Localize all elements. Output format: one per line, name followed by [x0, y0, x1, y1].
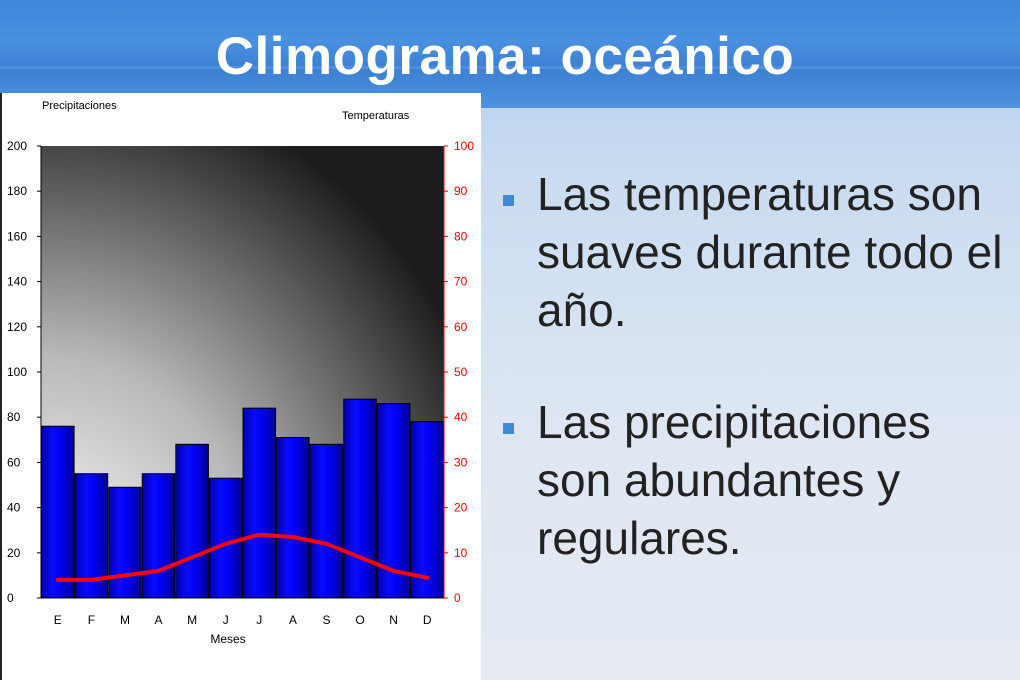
month-label: O	[355, 613, 364, 627]
right-tick-label: 90	[454, 184, 468, 198]
right-tick-label: 40	[454, 410, 468, 424]
bullet-text: Las precipitaciones son abundantes y reg…	[537, 396, 931, 564]
precipitation-bar	[208, 477, 243, 599]
temperature-line	[55, 532, 430, 582]
month-label: F	[88, 613, 95, 627]
left-tick-label: 120	[7, 320, 27, 334]
bullet-precipitation: Las precipitaciones son abundantes y reg…	[500, 393, 1010, 567]
bullet-temperatures: Las temperaturas son suaves durante todo…	[500, 165, 1010, 339]
slide-title: Climograma: oceánico	[215, 27, 795, 86]
left-tick-label: 20	[7, 546, 21, 560]
month-label: J	[223, 613, 229, 627]
right-tick-label: 100	[454, 139, 474, 153]
left-tick-label: 40	[7, 501, 21, 515]
right-tick-label: 60	[454, 320, 468, 334]
month-label: N	[389, 613, 398, 627]
precipitation-bar	[410, 421, 444, 599]
precipitation-bar	[309, 443, 344, 599]
month-label: M	[187, 613, 197, 627]
left-tick-label: 160	[7, 229, 27, 243]
right-tick-label: 50	[454, 365, 468, 379]
left-tick-label: 200	[7, 139, 27, 153]
right-tick-label: 0	[454, 591, 461, 605]
left-tick-label: 180	[7, 184, 27, 198]
month-label: D	[423, 613, 432, 627]
month-label: E	[54, 613, 62, 627]
right-tick-label: 20	[454, 501, 468, 515]
right-axis-title: Temperaturas	[342, 110, 410, 122]
bullet-marker-icon	[503, 195, 514, 206]
left-tick-label: 100	[7, 365, 27, 379]
left-axis-title: Precipitaciones	[42, 100, 117, 112]
left-tick-label: 140	[7, 275, 27, 289]
precipitation-bar	[41, 425, 75, 599]
precipitation-bar	[276, 437, 310, 599]
left-tick-label: 0	[7, 591, 14, 605]
month-label: J	[256, 613, 262, 627]
precipitation-bar	[242, 407, 277, 599]
bullet-marker-icon	[503, 423, 514, 434]
left-tick-label: 80	[7, 410, 21, 424]
precipitation-bar	[175, 443, 209, 599]
precipitation-bar	[108, 486, 142, 599]
right-tick-label: 10	[454, 546, 468, 560]
bullet-text: Las temperaturas son suaves durante todo…	[537, 168, 1003, 336]
right-tick-label: 30	[454, 455, 468, 469]
month-label: M	[120, 613, 130, 627]
x-axis-title: Meses	[210, 632, 245, 646]
chart-svg: Precipitaciones Temperaturas Meses 0 20 40…	[7, 100, 474, 646]
month-label: S	[322, 613, 330, 627]
right-tick-label: 80	[454, 229, 468, 243]
right-tick-label: 70	[454, 275, 468, 289]
month-label: A	[155, 613, 163, 627]
precipitation-bar	[343, 398, 377, 599]
bullet-list: Las temperaturas son suaves durante todo…	[500, 165, 1010, 567]
title-bar	[0, 0, 1020, 108]
precipitation-bar	[141, 473, 176, 599]
left-tick-label: 60	[7, 455, 21, 469]
month-label: A	[289, 613, 297, 627]
climograph-chart: Precipitaciones Temperaturas Meses 0 20 40…	[0, 93, 481, 680]
